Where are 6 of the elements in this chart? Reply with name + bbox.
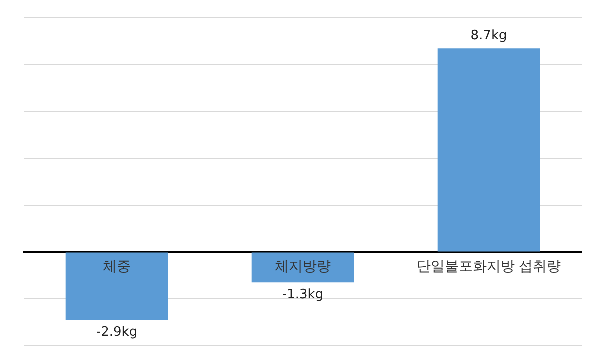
data-label: 8.7kg <box>470 28 508 44</box>
data-label: -1.3kg <box>282 287 324 302</box>
x-tick-label: 체지방량 <box>275 258 331 275</box>
x-tick-label: 체중 <box>103 258 131 275</box>
x-tick-label: 단일불포화지방 섭취량 <box>416 258 562 275</box>
data-label: -2.9kg <box>96 324 138 340</box>
